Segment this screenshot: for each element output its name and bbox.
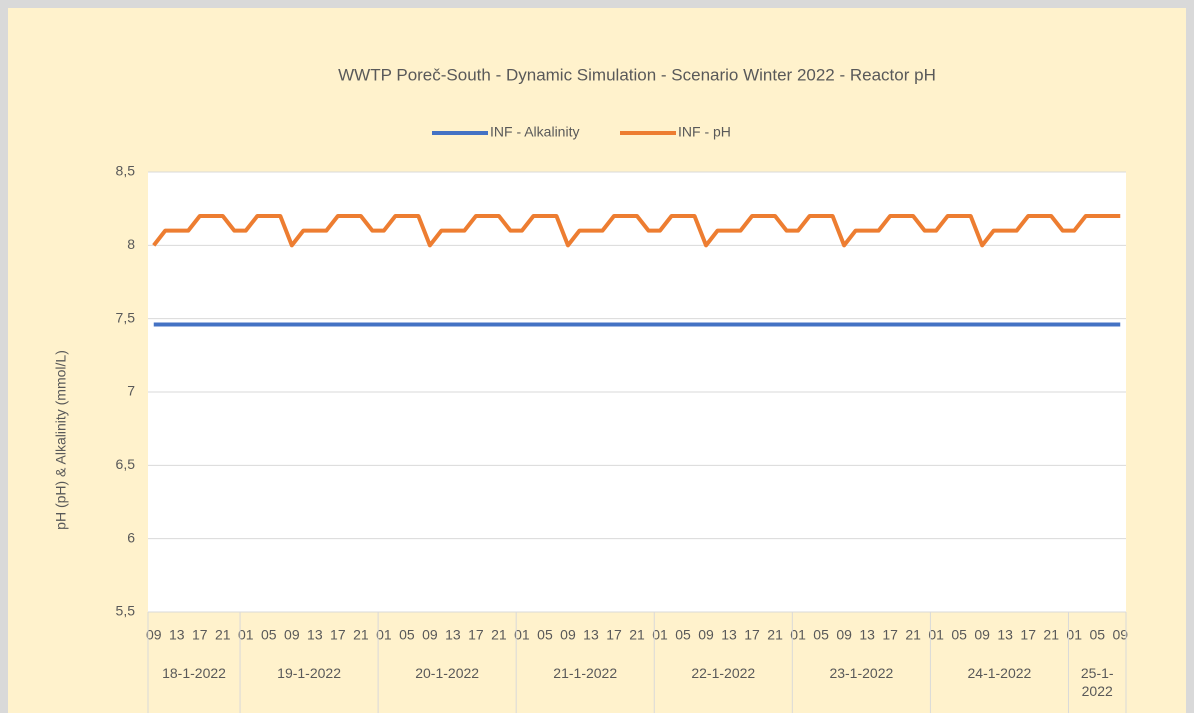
y-axis-label: pH (pH) & Alkalinity (mmol/L) xyxy=(53,350,69,530)
x-tick-label: 05 xyxy=(1089,627,1105,643)
y-tick-label: 7,5 xyxy=(116,309,136,325)
x-tick-label: 09 xyxy=(1112,627,1128,643)
x-tick-label: 01 xyxy=(238,627,254,643)
x-group-label: 24-1-2022 xyxy=(967,665,1032,681)
x-tick-label: 09 xyxy=(836,627,852,643)
x-tick-label: 05 xyxy=(537,627,553,643)
y-tick-label: 8 xyxy=(127,236,135,252)
x-tick-label: 01 xyxy=(1066,627,1082,643)
x-tick-label: 01 xyxy=(652,627,668,643)
x-tick-label: 01 xyxy=(514,627,530,643)
x-tick-label: 13 xyxy=(169,627,185,643)
x-tick-label: 21 xyxy=(215,627,231,643)
x-tick-label: 17 xyxy=(192,627,208,643)
x-tick-label: 21 xyxy=(353,627,369,643)
x-tick-label: 05 xyxy=(261,627,277,643)
y-tick-label: 7 xyxy=(127,383,135,399)
x-tick-label: 13 xyxy=(583,627,599,643)
x-tick-label: 13 xyxy=(307,627,323,643)
x-tick-label: 09 xyxy=(146,627,162,643)
x-group-label: 21-1-2022 xyxy=(553,665,618,681)
x-tick-label: 09 xyxy=(284,627,300,643)
x-tick-label: 01 xyxy=(928,627,944,643)
x-tick-label: 17 xyxy=(1020,627,1036,643)
x-tick-label: 05 xyxy=(951,627,967,643)
x-tick-label: 01 xyxy=(376,627,392,643)
x-group-label: 20-1-2022 xyxy=(415,665,480,681)
x-tick-label: 09 xyxy=(974,627,990,643)
series-line xyxy=(152,214,1121,248)
y-tick-label: 5,5 xyxy=(116,603,136,619)
x-tick-label: 21 xyxy=(491,627,507,643)
x-group-label: 22-1-2022 xyxy=(691,665,756,681)
y-tick-label: 8,5 xyxy=(116,163,136,179)
chart-title: WWTP Poreč-South - Dynamic Simulation - … xyxy=(338,65,936,84)
x-tick-label: 21 xyxy=(629,627,645,643)
x-tick-label: 13 xyxy=(997,627,1013,643)
x-group-label: 18-1-2022 xyxy=(162,665,226,681)
legend-label: INF - pH xyxy=(678,124,731,140)
x-tick-label: 17 xyxy=(468,627,484,643)
x-tick-label: 05 xyxy=(399,627,415,643)
y-tick-label: 6,5 xyxy=(116,456,136,472)
legend-label: INF - Alkalinity xyxy=(490,124,579,140)
y-tick-label: 6 xyxy=(127,529,135,545)
x-tick-label: 21 xyxy=(767,627,783,643)
x-tick-label: 21 xyxy=(905,627,921,643)
x-group-label: 23-1-2022 xyxy=(829,665,894,681)
x-tick-label: 05 xyxy=(813,627,829,643)
x-tick-label: 13 xyxy=(445,627,461,643)
x-group-label: 19-1-2022 xyxy=(277,665,341,681)
x-tick-label: 17 xyxy=(330,627,346,643)
x-tick-label: 21 xyxy=(1043,627,1059,643)
x-tick-label: 09 xyxy=(560,627,576,643)
x-tick-label: 17 xyxy=(744,627,760,643)
x-tick-label: 05 xyxy=(675,627,691,643)
x-tick-label: 09 xyxy=(698,627,714,643)
x-tick-label: 09 xyxy=(422,627,438,643)
x-group-label: 25-1-2022 xyxy=(1080,665,1114,699)
x-tick-label: 17 xyxy=(606,627,622,643)
x-tick-label: 01 xyxy=(790,627,806,643)
x-tick-label: 17 xyxy=(882,627,898,643)
x-tick-label: 13 xyxy=(721,627,737,643)
x-tick-label: 13 xyxy=(859,627,875,643)
